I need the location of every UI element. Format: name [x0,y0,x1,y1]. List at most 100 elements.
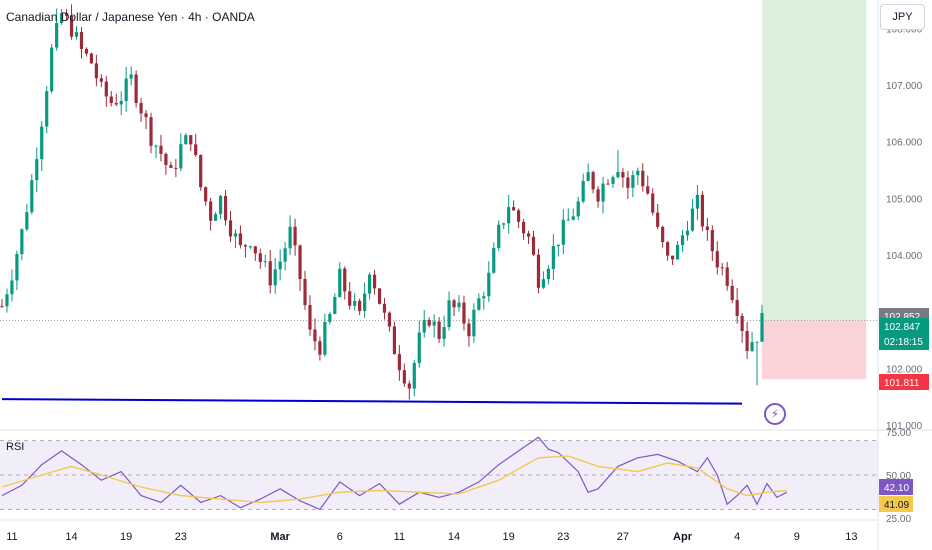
candle-body [253,246,257,254]
candle-body [263,261,267,263]
countdown-label: 02:18:15 [884,337,923,348]
price-tag-bg [879,374,929,390]
candle-body [467,323,471,337]
rsi-tick-label: 50.00 [886,471,911,482]
candle [303,270,307,310]
candle [576,196,580,221]
candle [213,212,218,221]
time-tick-label: 23 [557,531,569,543]
candle-body [656,212,660,227]
time-tick-label: 11 [394,531,405,543]
time-tick-label: 9 [794,531,800,543]
candle-body [308,305,312,330]
rsi-tag-purple[interactable]: 42.10 [879,479,913,495]
candle-body [462,302,466,324]
candle-body [149,117,153,146]
candle [89,52,94,64]
rsi-tag-bg [879,496,913,512]
candle [715,241,719,275]
candle-body [492,247,496,273]
candle-body [144,113,148,118]
price-tag-red[interactable]: 101.811 [879,374,929,390]
candle-body [437,321,441,339]
candle-body [124,78,128,101]
rsi-panel-label[interactable]: RSI [6,441,25,453]
candle-body [258,253,262,262]
candle-body [661,226,665,243]
candle [680,229,685,252]
candle [581,173,585,204]
candle-body [154,145,158,147]
price-tag-label: 102.852 [884,312,921,323]
candle [407,380,411,400]
candle-body [243,245,247,247]
candle-body [194,144,198,156]
candle-body [472,309,476,337]
candle [546,265,551,285]
rsi-tag-yellow[interactable]: 41.09 [879,496,913,512]
candle [79,27,84,59]
lightning-icon[interactable]: ⚡ [764,403,786,425]
candle [412,360,416,397]
candle-body [735,300,739,316]
time-tick-label: Apr [673,531,693,543]
candle-body [318,341,322,355]
candle-body [646,186,650,194]
candle [164,152,168,175]
candle [397,345,401,381]
support-trendline[interactable] [1,398,743,405]
candle [377,288,382,305]
candle [526,230,531,245]
candle [64,8,69,21]
candle [755,341,759,386]
candle [502,222,506,230]
candle-body [551,246,555,269]
candle-body [40,126,44,160]
stop-zone[interactable] [762,320,867,380]
candle-body [35,159,39,181]
candle-body [581,181,585,202]
time-tick-label: 27 [617,531,629,543]
candle [631,170,635,198]
time-tick-label: 11 [6,531,17,543]
candle [740,312,744,343]
candle-body [10,280,14,295]
price-tag-green[interactable]: 102.847 02:18:15 [879,318,929,350]
candle [367,272,372,300]
candle [452,298,456,317]
candle [149,112,153,154]
candle-body [680,235,685,245]
candle [710,225,714,261]
candle-body [666,242,670,256]
candle-body [427,319,431,326]
candle-body [750,342,754,351]
candle-body [561,219,565,245]
candle-body [497,224,501,248]
candle [204,186,208,206]
price-tick-label: 106.000 [886,138,923,149]
candle [566,208,570,221]
candle-body [199,155,203,188]
target-zone[interactable] [762,0,867,321]
candle-body [760,312,764,342]
candle [606,179,610,185]
candle [730,279,734,304]
candle [30,174,34,215]
candle-body [99,78,103,82]
candle-body [323,321,327,355]
candle-body [129,74,133,79]
candle [238,225,243,249]
candle-body [343,268,347,292]
currency-button[interactable]: JPY [880,4,925,30]
candle [74,26,79,40]
candle-body [611,177,615,184]
candle-body [164,153,168,166]
candle-body [5,294,9,307]
candle [338,262,342,298]
candle-body [184,135,188,145]
candle [611,175,615,188]
candle-body [740,315,744,331]
candle [328,311,332,325]
